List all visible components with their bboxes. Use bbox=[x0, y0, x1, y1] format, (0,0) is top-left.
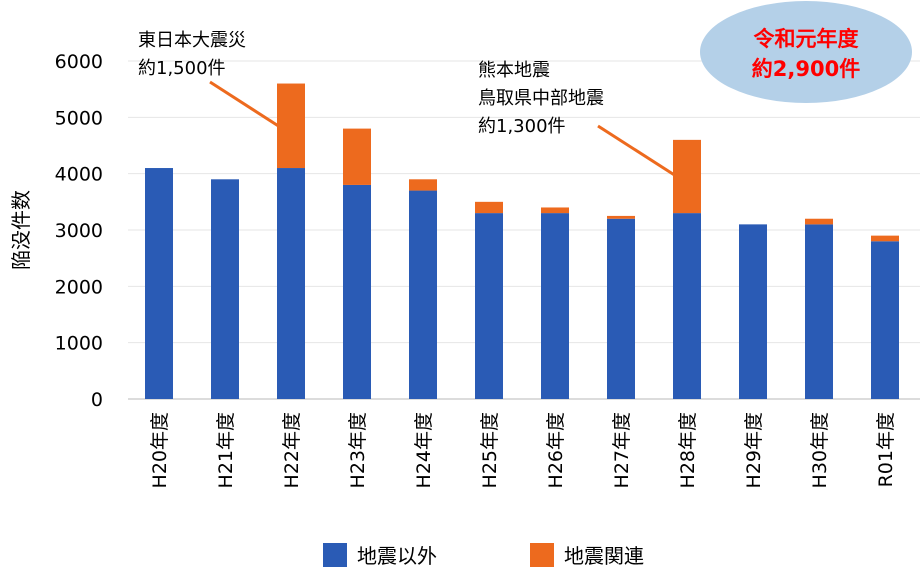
y-tick-label: 3000 bbox=[55, 220, 103, 242]
y-tick-label: 4000 bbox=[55, 164, 103, 186]
annotation-line: 約1,300件 bbox=[478, 116, 566, 137]
x-tick-label: R01年度 bbox=[875, 412, 897, 487]
y-axis-label: 陥没件数 bbox=[9, 190, 33, 270]
bar-earthquake bbox=[541, 207, 569, 214]
x-tick-label: H28年度 bbox=[677, 412, 699, 488]
annotation-line: 熊本地震 bbox=[478, 60, 550, 81]
bar-non-earthquake bbox=[343, 184, 371, 399]
bar-non-earthquake bbox=[409, 190, 437, 399]
annotation-line: 約1,500件 bbox=[138, 58, 226, 79]
bar-earthquake bbox=[277, 83, 305, 169]
x-tick-label: H27年度 bbox=[611, 412, 633, 488]
badge-line: 約2,900件 bbox=[752, 57, 860, 81]
total-badge: 令和元年度 約2,900件 bbox=[700, 1, 912, 103]
bar-non-earthquake bbox=[739, 224, 767, 399]
bar-non-earthquake bbox=[211, 179, 239, 399]
y-tick-label: 2000 bbox=[55, 276, 103, 298]
bar-non-earthquake bbox=[145, 168, 173, 399]
x-tick-label: H24年度 bbox=[413, 412, 435, 488]
bar-non-earthquake bbox=[475, 213, 503, 399]
bar-non-earthquake bbox=[673, 213, 701, 399]
x-tick-label: H30年度 bbox=[809, 412, 831, 488]
annotation-leader-line bbox=[597, 124, 677, 178]
bar-earthquake bbox=[409, 179, 437, 191]
y-tick-label: 6000 bbox=[55, 51, 103, 73]
y-tick-label: 1000 bbox=[55, 333, 103, 355]
bar-non-earthquake bbox=[277, 168, 305, 399]
badge-line: 令和元年度 bbox=[754, 27, 859, 51]
x-tick-label: H20年度 bbox=[149, 412, 171, 488]
bar-earthquake bbox=[475, 201, 503, 214]
annotation-earthquake-2011: 東日本大震災 約1,500件 bbox=[138, 30, 281, 129]
x-tick-label: H23年度 bbox=[347, 412, 369, 488]
x-tick-label: H21年度 bbox=[215, 412, 237, 488]
bar-non-earthquake bbox=[607, 218, 635, 399]
x-tick-label: H26年度 bbox=[545, 412, 567, 488]
bar-earthquake bbox=[673, 139, 701, 214]
y-tick-label: 5000 bbox=[55, 107, 103, 129]
annotation-leader-line bbox=[209, 80, 281, 129]
bar-non-earthquake bbox=[541, 213, 569, 399]
annotation-earthquake-2016: 熊本地震 鳥取県中部地震 約1,300件 bbox=[478, 60, 677, 178]
bar-earthquake bbox=[805, 218, 833, 225]
bar-earthquake bbox=[607, 215, 635, 219]
legend-label: 地震関連 bbox=[564, 544, 644, 568]
annotation-line: 鳥取県中部地震 bbox=[478, 88, 604, 109]
bar-earthquake bbox=[343, 128, 371, 185]
bar-non-earthquake bbox=[871, 241, 899, 399]
bar-earthquake bbox=[871, 235, 899, 242]
legend-label: 地震以外 bbox=[357, 544, 437, 568]
annotation-line: 東日本大震災 bbox=[138, 30, 246, 51]
x-tick-label: H25年度 bbox=[479, 412, 501, 488]
y-tick-label: 0 bbox=[91, 389, 103, 411]
legend-swatch-earthquake bbox=[530, 543, 554, 567]
badge-ellipse bbox=[700, 1, 912, 103]
x-tick-label: H29年度 bbox=[743, 412, 765, 488]
legend: 地震以外 地震関連 bbox=[323, 543, 644, 568]
x-tick-label: H22年度 bbox=[281, 412, 303, 488]
bar-non-earthquake bbox=[805, 224, 833, 399]
legend-swatch-non-earthquake bbox=[323, 543, 347, 567]
